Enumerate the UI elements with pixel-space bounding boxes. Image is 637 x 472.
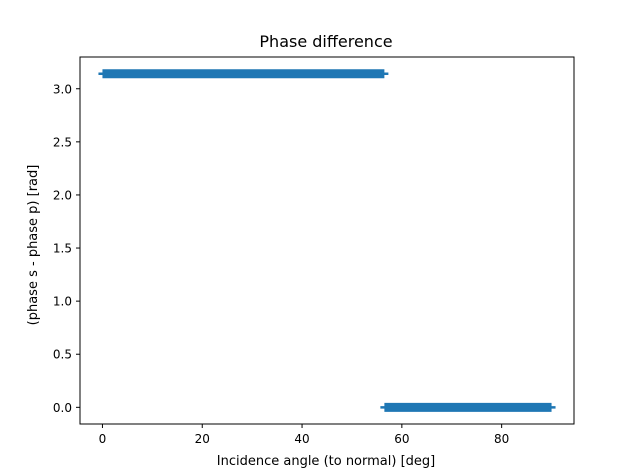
y-axis-label: (phase s - phase p) [rad]	[26, 165, 41, 326]
y-tick-label: 0.5	[53, 348, 72, 362]
x-tick-label: 20	[195, 432, 210, 446]
x-tick-label: 0	[99, 432, 107, 446]
x-tick-label: 40	[294, 432, 309, 446]
x-axis-label: Incidence angle (to normal) [deg]	[217, 454, 435, 469]
y-tick-label: 1.5	[53, 242, 72, 256]
y-tick-label: 3.0	[53, 82, 72, 96]
y-tick-label: 1.0	[53, 295, 72, 309]
axes-frame	[79, 56, 575, 425]
x-tick-label: 80	[494, 432, 509, 446]
data-series	[98, 69, 556, 412]
axes: 0 20 40 60 80 0.0 0.5 1.0 1.5 2.0 2.5 3.0	[53, 56, 575, 446]
y-tick-label: 2.5	[53, 135, 72, 149]
y-tick-label: 2.0	[53, 188, 72, 202]
chart-title: Phase difference	[259, 32, 392, 51]
y-tick-label: 0.0	[53, 401, 72, 415]
x-tick-label: 60	[394, 432, 409, 446]
